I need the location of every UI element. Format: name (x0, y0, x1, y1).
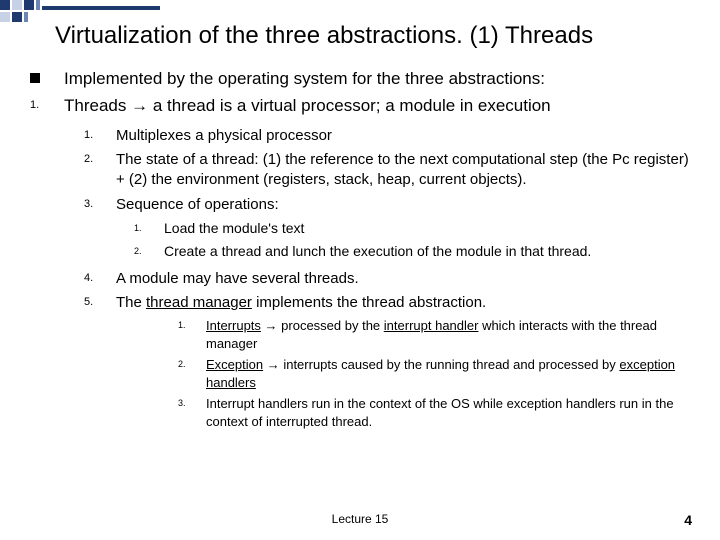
item-4: 4. A module may have several threads. (84, 269, 696, 289)
level4-marker: 3. (178, 397, 192, 409)
item-1-text: Multiplexes a physical processor (116, 126, 696, 146)
level2-marker: 4. (84, 271, 98, 286)
footer-page-number: 4 (684, 512, 692, 528)
item5-post: implements the thread abstraction. (252, 294, 486, 311)
i5a-u2: interrupt handler (384, 318, 479, 333)
item-5: 5. The thread manager implements the thr… (84, 293, 696, 313)
slide-content: Implemented by the operating system for … (30, 68, 696, 434)
item-5b: 2. Exception → interrupts caused by the … (178, 356, 696, 391)
item5-pre: The (116, 294, 146, 311)
level4-marker: 2. (178, 358, 192, 370)
item-3: 3. Sequence of operations: (84, 195, 696, 215)
corner-decoration (0, 0, 160, 24)
intro-text-2: Threads → a thread is a virtual processo… (64, 95, 696, 118)
i5b-mid: interrupts caused by the running thread … (280, 357, 620, 372)
i5a-mid: processed by the (278, 318, 384, 333)
intro2-pre: Threads (64, 96, 131, 115)
item-2: 2. The state of a thread: (1) the refere… (84, 150, 696, 191)
item-2-text: The state of a thread: (1) the reference… (116, 150, 696, 191)
item-5-text: The thread manager implements the thread… (116, 293, 696, 313)
slide-title: Virtualization of the three abstractions… (55, 22, 710, 50)
item-4-text: A module may have several threads. (116, 269, 696, 289)
intro2-post: a thread is a virtual processor; a modul… (148, 96, 551, 115)
item5-underline: thread manager (146, 294, 252, 311)
level3-marker: 2. (134, 245, 148, 257)
item-5c-text: Interrupt handlers run in the context of… (206, 395, 696, 430)
arrow-icon: → (267, 357, 280, 372)
level1-marker: 1. (30, 98, 44, 113)
item-5a: 1. Interrupts → processed by the interru… (178, 317, 696, 352)
item-5a-text: Interrupts → processed by the interrupt … (206, 317, 696, 352)
intro-line-1: Implemented by the operating system for … (30, 68, 696, 91)
i5b-u1: Exception (206, 357, 263, 372)
level2-marker: 2. (84, 152, 98, 167)
footer-lecture-label: Lecture 15 (0, 512, 720, 526)
item-3-text: Sequence of operations: (116, 195, 696, 215)
level4-marker: 1. (178, 319, 192, 331)
level3-marker: 1. (134, 222, 148, 234)
item-3a: 1. Load the module's text (134, 219, 696, 238)
item-3b-text: Create a thread and lunch the execution … (164, 242, 696, 261)
arrow-icon: → (131, 96, 148, 115)
item-3b: 2. Create a thread and lunch the executi… (134, 242, 696, 261)
item-3a-text: Load the module's text (164, 219, 696, 238)
level2-marker: 5. (84, 295, 98, 310)
intro-line-2: 1. Threads → a thread is a virtual proce… (30, 95, 696, 118)
i5a-u1: Interrupts (206, 318, 261, 333)
level2-marker: 3. (84, 197, 98, 212)
intro-text-1: Implemented by the operating system for … (64, 68, 696, 91)
level2-marker: 1. (84, 128, 98, 143)
item-5b-text: Exception → interrupts caused by the run… (206, 356, 696, 391)
square-bullet-icon (30, 73, 40, 83)
item-5c: 3. Interrupt handlers run in the context… (178, 395, 696, 430)
arrow-icon: → (265, 318, 278, 333)
item-1: 1. Multiplexes a physical processor (84, 126, 696, 146)
